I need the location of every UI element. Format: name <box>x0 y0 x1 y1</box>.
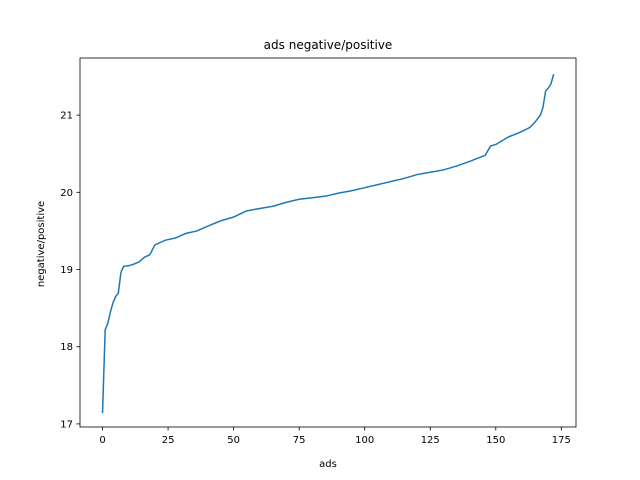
y-axis: 17 18 19 20 21 <box>60 111 80 430</box>
series-line-0 <box>101 74 555 414</box>
x-axis: 0 25 50 75 100 125 150 175 <box>99 427 571 446</box>
x-tick-label: 75 <box>293 435 306 446</box>
x-tick-label: 0 <box>99 435 105 446</box>
x-tick-label: 125 <box>421 435 440 446</box>
x-tick-label: 150 <box>486 435 505 446</box>
y-tick-label: 17 <box>60 419 73 430</box>
x-axis-label: ads <box>319 459 337 470</box>
x-tick-label: 100 <box>355 435 374 446</box>
x-tick-label: 175 <box>552 435 571 446</box>
plot-area <box>79 57 577 428</box>
x-tick-label: 25 <box>162 435 175 446</box>
y-tick-label: 21 <box>60 111 73 122</box>
x-tick-label: 50 <box>227 435 240 446</box>
y-tick-label: 20 <box>60 188 73 199</box>
plot-frame <box>79 57 577 428</box>
y-axis-label: negative/positive <box>36 201 47 287</box>
y-tick-label: 18 <box>60 342 73 353</box>
y-tick-label: 19 <box>60 265 73 276</box>
chart-title: ads negative/positive <box>264 38 393 52</box>
